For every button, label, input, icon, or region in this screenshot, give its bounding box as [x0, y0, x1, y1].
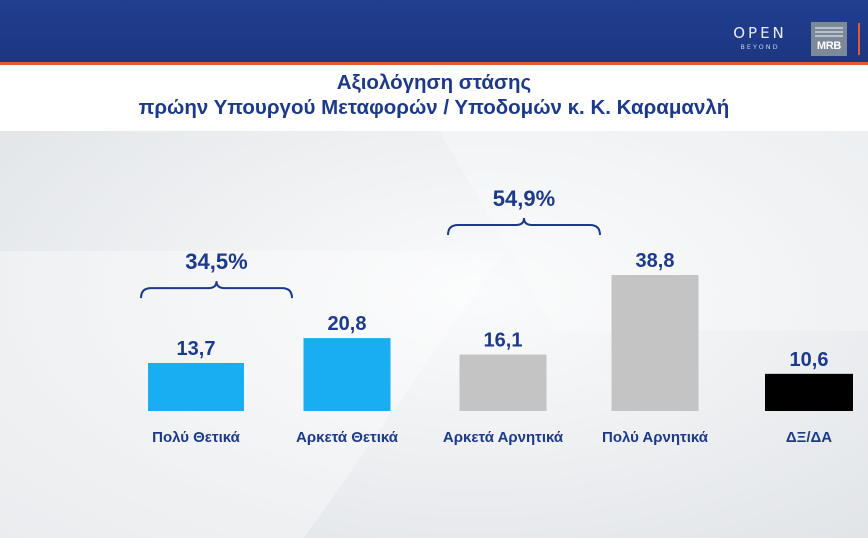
group-bracket	[447, 217, 601, 236]
header-accent-stripe	[0, 62, 868, 65]
mrb-logo-text: MRB	[816, 40, 842, 52]
bar-value-label: 10,6	[790, 349, 829, 371]
chart-background	[0, 131, 868, 538]
mrb-logo: MRB	[811, 22, 847, 56]
group-bracket	[140, 281, 293, 299]
header-bar	[0, 0, 868, 62]
bar-value-label: 16,1	[484, 330, 523, 352]
bar-value-label: 38,8	[636, 250, 675, 272]
bar	[765, 373, 853, 411]
category-label: Πολύ Αρνητικά	[602, 429, 709, 446]
category-label: Αρκετά Αρνητικά	[443, 429, 564, 446]
category-label: Πολύ Θετικά	[152, 429, 241, 446]
chart-subtitle: πρώην Υπουργού Μεταφορών / Υποδομών κ. Κ…	[138, 96, 730, 119]
category-label: ΔΞ/ΔΑ	[786, 429, 832, 446]
mrb-logo-icon	[811, 22, 847, 56]
chart-title: Αξιολόγηση στάσης	[336, 71, 532, 94]
bar	[148, 362, 244, 411]
bar	[459, 354, 547, 411]
group-total-label: 54,9%	[493, 186, 555, 211]
title-area: Αξιολόγηση στάσης πρώην Υπουργού Μεταφορ…	[0, 65, 868, 131]
open-logo: OPEN	[733, 24, 787, 42]
open-logo-tagline: BEYOND	[740, 43, 780, 51]
bar	[611, 275, 699, 411]
group-total-label: 34,5%	[185, 249, 247, 274]
bar	[303, 338, 391, 411]
bar-value-label: 13,7	[177, 338, 216, 360]
logo-divider	[858, 23, 860, 55]
bar-value-label: 20,8	[328, 313, 367, 335]
category-label: Αρκετά Θετικά	[296, 429, 399, 446]
